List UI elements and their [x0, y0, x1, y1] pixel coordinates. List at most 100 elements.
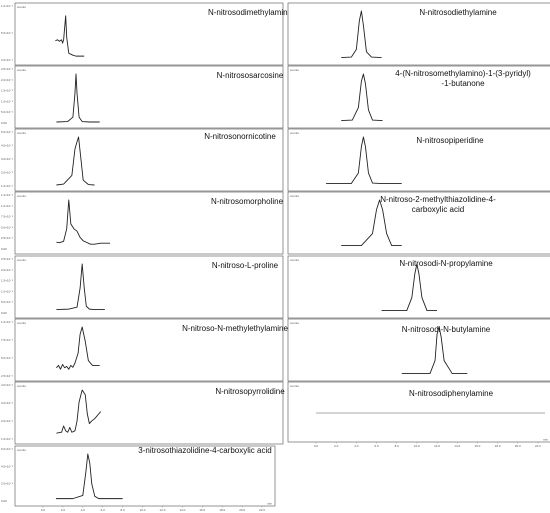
x-tick-label: 16.0: [474, 444, 480, 448]
chromatogram-panel-12: counts N-nitrosodi-N-butylamine: [287, 318, 550, 382]
y-tick-label: 2.5×10⁻³: [1, 374, 13, 378]
y-tick-label: 4.0×10⁻²: [1, 144, 13, 148]
x-tick-label: 4.0: [81, 508, 86, 512]
x-unit-label: min: [543, 438, 548, 442]
x-tick-label: 2.0: [61, 508, 66, 512]
y-tick-label: 7.5×10⁻³: [1, 215, 13, 219]
panel-title: N-nitrosopiperidine: [416, 136, 484, 145]
x-tick-label: 10.0: [414, 444, 420, 448]
y-tick-label: 2.0×10⁻²: [1, 171, 13, 175]
panel-frame: [14, 2, 284, 66]
chromatogram-trace: [56, 73, 100, 123]
x-tick-label: 2.0: [334, 444, 339, 448]
x-tick-label: 22.0: [259, 508, 265, 512]
panel-title: N-nitrososarcosine: [217, 71, 284, 80]
panel-frame: [14, 65, 284, 129]
panel-title: N-nitrosodiethylamine: [419, 8, 497, 17]
chromatogram-panel-14: counts 0.0 2.0 4.0 6.0 8.0 10.0 12.0 14.0 16.0 18.…: [287, 381, 550, 448]
panel-title: N-nitrosodi-N-propylamine: [399, 259, 493, 268]
panel-title: 3-nitrosothiazolidine-4-carboxylic acid: [138, 446, 271, 455]
panel-title: N-nitroso-N-methylethylamine: [182, 324, 288, 333]
panel-title: N-nitrosopyrrolidine: [215, 387, 285, 396]
panel-title: N-nitrosomorpholine: [211, 197, 284, 206]
panel-frame: [287, 65, 550, 129]
chromatogram-trace: [56, 389, 102, 434]
chromatogram-trace: [401, 326, 468, 375]
y-tick-label: 1.0×10⁻³: [1, 4, 13, 8]
x-tick-label: 8.0: [395, 444, 400, 448]
x-tick-label: 0.0: [314, 444, 319, 448]
y-axis-label: counts: [290, 258, 299, 262]
y-tick-label: 1.0×10⁻²: [1, 437, 13, 441]
x-tick-label: 18.0: [495, 444, 501, 448]
x-tick-label: 12.0: [160, 508, 166, 512]
x-tick-label: 6.0: [374, 444, 379, 448]
y-tick-label: 4.0×10⁻²: [1, 383, 13, 387]
panel-title: 4-(N-nitrosomethylamino)-1-(3-pyridyl) -1…: [395, 69, 531, 88]
panel-frame: [287, 128, 550, 192]
y-tick-label: 2.5×10⁻³: [1, 236, 13, 240]
chromatogram-trace: [326, 136, 402, 185]
panel-frame: [14, 445, 276, 507]
y-axis-label: counts: [17, 131, 26, 135]
panel-frame: [287, 191, 550, 255]
y-tick-label: 5.0×10⁻²: [1, 130, 13, 134]
y-tick-label: 2.5×10⁻²: [1, 257, 13, 261]
y-tick-label: 2.0×10⁻²: [1, 268, 13, 272]
y-tick-label: 2.0×10⁻²: [1, 482, 13, 486]
y-tick-label: 0.00: [1, 311, 7, 315]
x-tick-label: 20.0: [515, 444, 521, 448]
x-tick-label: 18.0: [219, 508, 225, 512]
chromatogram-trace: [56, 199, 110, 245]
y-tick-label: 6.0×10⁻²: [1, 447, 13, 451]
x-tick-label: 14.0: [179, 508, 185, 512]
chromatogram-panel-9: counts 2.5×10⁻² 2.0×10⁻² 1.5×10⁻² 1.0×10⁻² 5.…: [1, 255, 284, 319]
panel-title: N-nitrosodimethylamine: [208, 8, 293, 17]
chromatogram-trace: [55, 15, 85, 57]
y-tick-label: 1.2×10⁻²: [1, 193, 13, 197]
y-tick-label: 0.00: [1, 247, 7, 251]
panel-title: N-nitrosodi-N-butylamine: [402, 325, 491, 334]
y-tick-label: 1.0×10⁻²: [1, 184, 13, 188]
y-axis-label: counts: [17, 68, 26, 72]
chromatogram-panel-5: counts 5.0×10⁻² 4.0×10⁻² 3.0×10⁻² 2.0×10⁻² 1.…: [1, 128, 284, 192]
y-tick-label: 2.0×10⁻²: [1, 58, 13, 62]
y-tick-label: 1.0×10⁻²: [1, 320, 13, 324]
x-tick-label: 6.0: [101, 508, 106, 512]
y-axis-label: counts: [17, 258, 26, 262]
x-tick-label: 20.0: [239, 508, 245, 512]
chromatogram-panel-10: counts N-nitrosodi-N-propylamine: [287, 255, 550, 319]
panel-frame: [14, 128, 284, 192]
chromatogram-trace: [341, 199, 402, 247]
y-tick-label: 5.0×10⁻³: [1, 300, 13, 304]
y-tick-label: 5.0×10⁻²: [1, 31, 13, 35]
y-axis-label: counts: [290, 384, 299, 388]
y-tick-label: 1.5×10⁻²: [1, 279, 13, 283]
y-tick-label: 1.0×10⁻²: [1, 99, 13, 103]
y-axis-label: counts: [17, 384, 26, 388]
y-tick-label: 3.0×10⁻²: [1, 401, 13, 405]
y-tick-label: 4.0×10⁻²: [1, 464, 13, 468]
panel-title: N-nitroso-2-methylthiazolidine-4-carboxy…: [380, 195, 496, 214]
panel-frame: [14, 191, 284, 255]
chromatogram-trace: [55, 453, 123, 500]
chromatogram-trace: [56, 263, 105, 311]
chromatogram-trace: [381, 263, 438, 312]
x-tick-label: 4.0: [354, 444, 359, 448]
panel-frame: [287, 318, 550, 382]
chromatogram-panel-3: counts 2.5×10⁻² 2.0×10⁻² 1.5×10⁻² 1.0×10⁻² 5.…: [1, 65, 284, 129]
y-tick-label: 1.5×10⁻²: [1, 89, 13, 93]
y-tick-label: 1.0×10⁻²: [1, 204, 13, 208]
chromatogram-panel-8: counts N-nitroso-2-methylthiazolidine-4-c…: [287, 191, 550, 255]
y-axis-label: counts: [17, 321, 26, 325]
x-tick-label: 22.0: [535, 444, 541, 448]
y-axis-label: counts: [290, 321, 299, 325]
panel-title: N-nitrosodiphenylamine: [409, 389, 494, 398]
panel-frame: [287, 381, 550, 443]
y-tick-label: 5.0×10⁻³: [1, 225, 13, 229]
y-tick-label: 2.0×10⁻²: [1, 419, 13, 423]
y-tick-label: 0.00: [1, 499, 7, 503]
chromatogram-panel-4: counts 4-(N-nitrosomethylamino)-1-(3-pyri…: [287, 65, 550, 129]
x-tick-label: 8.0: [121, 508, 126, 512]
